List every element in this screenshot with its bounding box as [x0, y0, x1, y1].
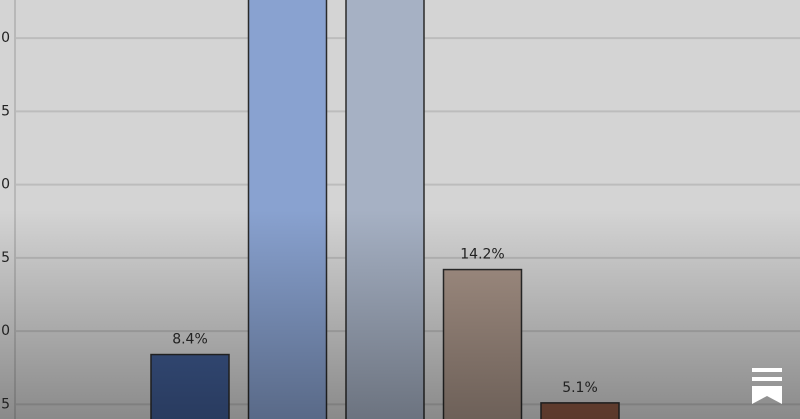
value-label: 8.4% [172, 332, 208, 348]
value-label: 14.2% [460, 247, 504, 263]
y-tick-label: 30 [0, 30, 10, 46]
y-tick-label: 25 [0, 103, 10, 119]
y-tick-label: 15 [0, 250, 10, 266]
y-tick-label: 10 [0, 323, 10, 339]
value-label: 5.1% [562, 380, 598, 396]
logo [752, 368, 782, 404]
y-tick-label: 20 [0, 177, 10, 193]
bar [247, 0, 328, 419]
bar [442, 268, 523, 419]
bar [345, 0, 425, 419]
bar [150, 353, 230, 419]
labels: 5 10 15 20 25 30 8.4% 14.2% 5.1% [0, 30, 598, 412]
bar [540, 402, 620, 419]
y-tick-label: 5 [1, 396, 10, 412]
